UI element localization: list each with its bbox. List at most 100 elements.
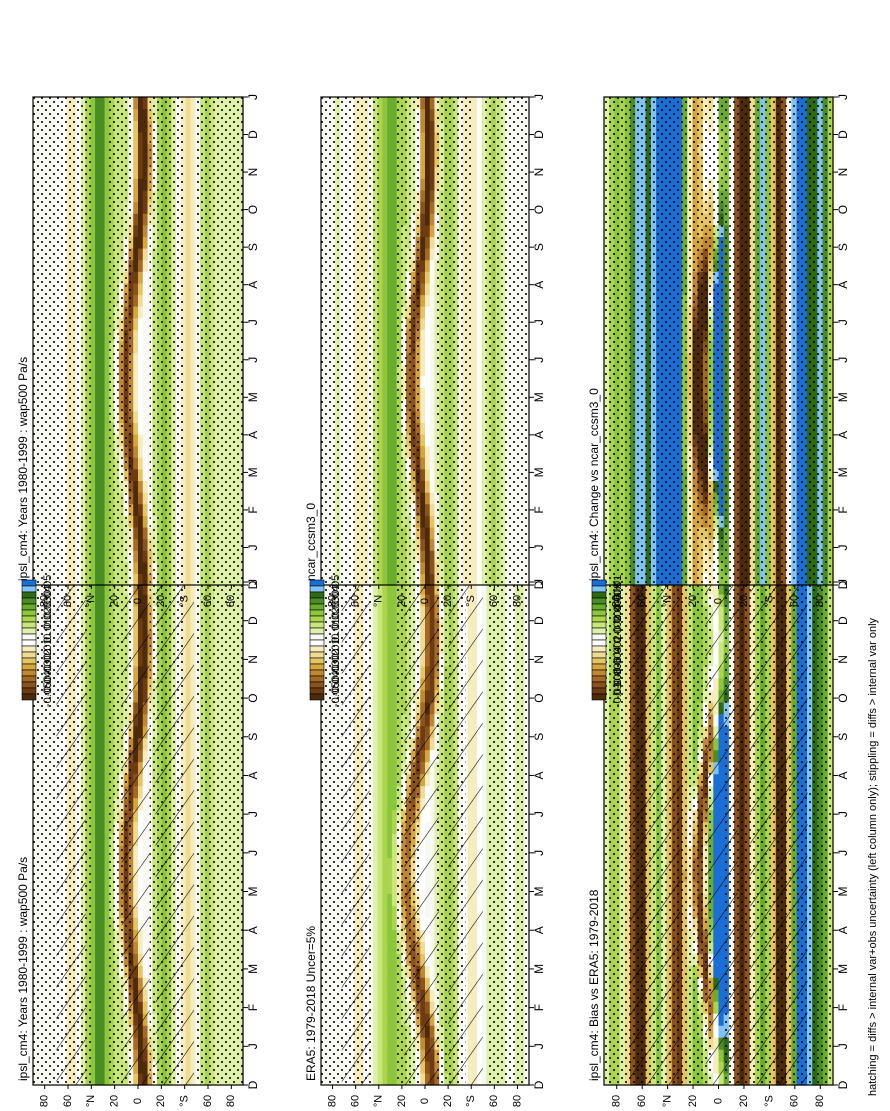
heatmap-cell — [104, 893, 110, 906]
heatmap-cell — [387, 929, 393, 942]
heatmap-cell — [391, 1061, 398, 1074]
stipple-region — [488, 582, 529, 1085]
heatmap-cell — [387, 1073, 393, 1086]
heatmap-cell — [95, 737, 101, 751]
heatmap-cell — [99, 1049, 106, 1062]
heatmap-cell — [377, 641, 384, 655]
heatmap-cell — [90, 725, 96, 739]
heatmap-cell — [391, 701, 398, 715]
heatmap-cell — [377, 701, 384, 715]
heatmap-cell — [373, 905, 379, 918]
lat-tick-label: 80 — [39, 1095, 51, 1107]
heatmap-cell — [387, 905, 393, 918]
heatmap-cell — [387, 653, 393, 667]
heatmap-cell — [95, 857, 101, 871]
heatmap-cell — [95, 653, 101, 667]
lat-tick-label: 20 — [155, 1095, 167, 1107]
heatmap-cell — [373, 582, 379, 595]
heatmap-cell — [104, 953, 110, 966]
heatmap-cell — [95, 905, 101, 918]
heatmap-cell — [99, 821, 106, 835]
heatmap-cell — [90, 1061, 96, 1074]
heatmap-cell — [377, 881, 384, 894]
heatmap-cell — [382, 929, 388, 942]
heatmap-cell — [387, 1049, 393, 1062]
heatmap-cell — [387, 845, 393, 859]
heatmap-cell — [377, 773, 384, 787]
heatmap-cell — [95, 677, 101, 691]
heatmap-cell — [95, 809, 101, 823]
heatmap-cell — [373, 953, 379, 966]
heatmap-cell — [377, 869, 384, 883]
heatmap-cell — [373, 845, 379, 859]
heatmap-cell — [382, 869, 388, 883]
heatmap-cell — [99, 1061, 106, 1074]
heatmap-cell — [90, 1001, 96, 1014]
heatmap-cell — [95, 617, 101, 631]
heatmap-cell — [95, 629, 101, 643]
heatmap-cell — [95, 1001, 101, 1014]
heatmap-cell — [377, 629, 384, 643]
heatmap-cell — [387, 953, 393, 966]
heatmap-cell — [104, 1013, 110, 1026]
heatmap-cell — [95, 725, 101, 739]
heatmap-cell — [373, 1049, 379, 1062]
heatmap-cell — [99, 869, 106, 883]
heatmap-cell — [95, 582, 101, 595]
heatmap-cell — [377, 785, 384, 799]
heatmap-cell — [95, 797, 101, 811]
heatmap-cell — [382, 677, 388, 691]
heatmap-cell — [481, 617, 488, 631]
heatmap-cell — [104, 725, 110, 739]
month-tick-label: A — [532, 926, 546, 934]
heatmap-cell — [99, 917, 106, 930]
heatmap-cell — [373, 665, 379, 679]
heatmap-cell — [373, 653, 379, 667]
heatmap-cell — [391, 761, 398, 775]
heatmap-cell — [391, 773, 398, 787]
heatmap-cell — [373, 1025, 379, 1038]
heatmap-cell — [387, 641, 393, 655]
heatmap-cell — [373, 881, 379, 894]
heatmap-cell — [99, 1013, 106, 1026]
heatmap-cell — [90, 677, 96, 691]
heatmap-cell — [104, 965, 110, 978]
heatmap-cell — [382, 905, 388, 918]
heatmap-cell — [481, 749, 488, 763]
heatmap-cell — [90, 881, 96, 894]
heatmap-cell — [481, 917, 488, 930]
heatmap-cell — [377, 617, 384, 631]
heatmap-cell — [90, 989, 96, 1002]
heatmap-cell — [391, 857, 398, 871]
lat-tick-label: 80 — [326, 1095, 338, 1107]
heatmap-cell — [90, 641, 96, 655]
heatmap-cell — [382, 737, 388, 751]
heatmap-cell — [481, 737, 488, 751]
heatmap-cell — [104, 977, 110, 990]
heatmap-cell — [99, 845, 106, 859]
heatmap-cell — [373, 605, 379, 619]
heatmap-cell — [99, 617, 106, 631]
heatmap-cell — [382, 582, 388, 595]
heatmap-cell — [387, 593, 393, 607]
heatmap-cell — [481, 1037, 488, 1050]
heatmap-cell — [104, 677, 110, 691]
heatmap-cell — [90, 893, 96, 906]
heatmap-cell — [377, 677, 384, 691]
heatmap-cell — [391, 677, 398, 691]
heatmap-cell — [99, 737, 106, 751]
heatmap-cell — [481, 893, 488, 906]
heatmap-cell — [382, 725, 388, 739]
month-tick-label: S — [532, 733, 546, 741]
heatmap-cell — [104, 785, 110, 799]
month-tick-label: J — [246, 811, 260, 817]
heatmap-cell — [387, 665, 393, 679]
month-tick-label: J — [532, 1043, 546, 1049]
heatmap-cell — [104, 665, 110, 679]
heatmap-cell — [104, 1061, 110, 1074]
heatmap-cell — [99, 761, 106, 775]
month-tick-label: M — [246, 887, 260, 897]
heatmap-cell — [104, 917, 110, 930]
heatmap-cell — [391, 785, 398, 799]
heatmap-cell — [99, 689, 106, 703]
